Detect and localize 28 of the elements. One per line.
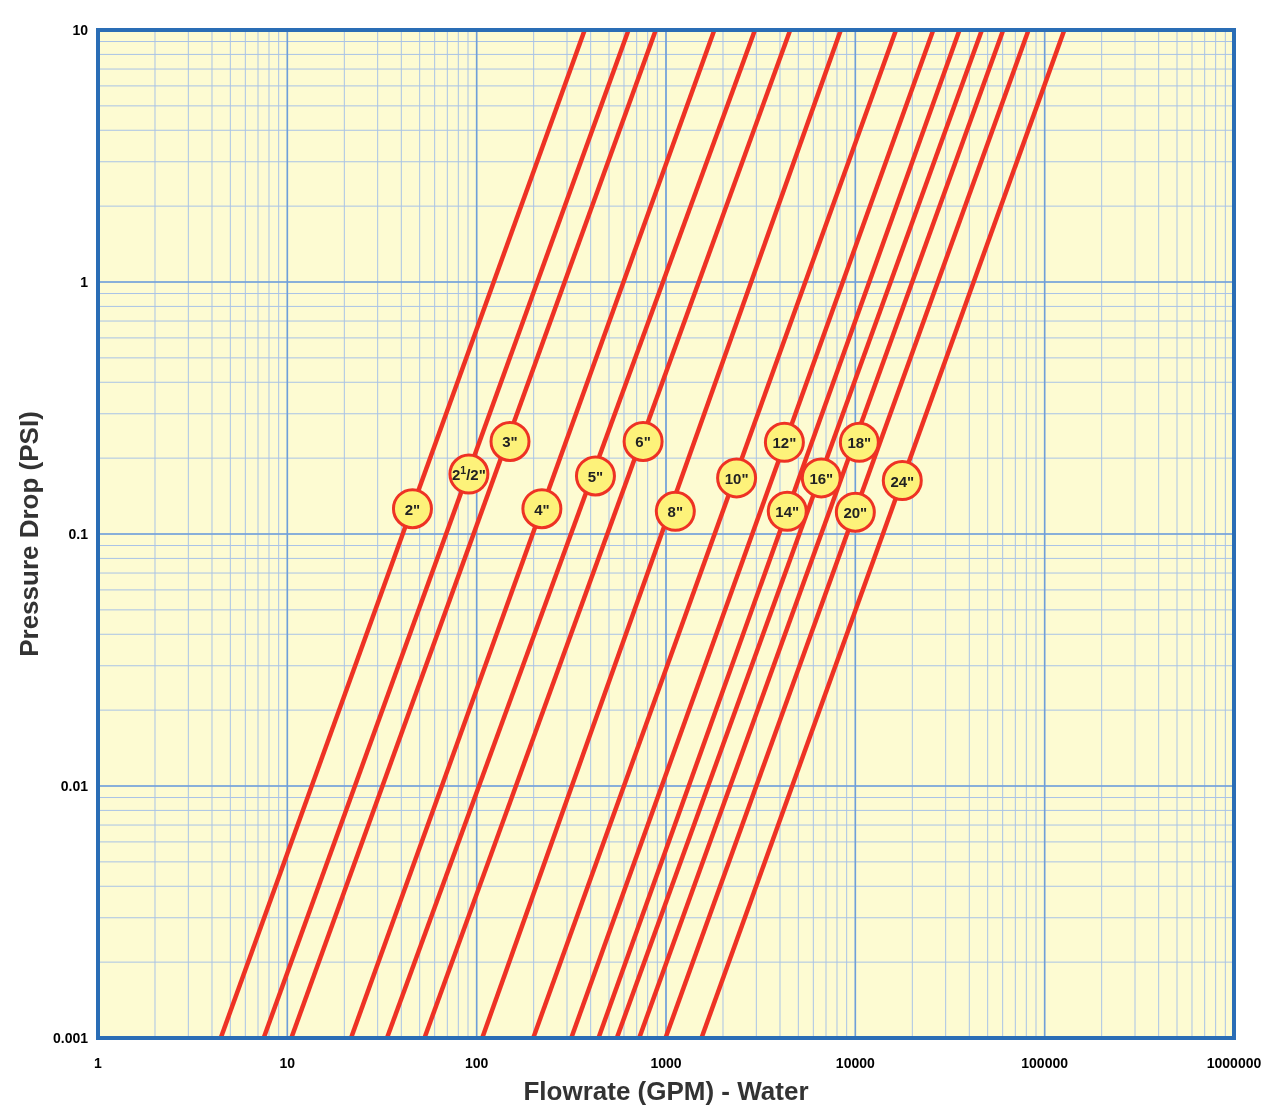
y-tick-label: 10 [72, 22, 89, 38]
x-tick-label: 1000000 [1206, 1055, 1262, 1071]
annotation: 12" [772, 434, 797, 452]
annotation: 14" [775, 503, 800, 521]
annotation: 18" [847, 434, 872, 452]
annotation: 8" [667, 503, 684, 521]
annotation: 3" [502, 433, 518, 451]
annotation: 2$^{1}$/2" [452, 464, 486, 484]
y-tick-label: 0.001 [52, 1030, 89, 1046]
annotation: 4" [534, 500, 550, 518]
annotation: 5" [587, 467, 604, 485]
x-tick-label: 1000 [650, 1055, 682, 1071]
y-tick-label: 1 [80, 274, 89, 290]
y-tick-label: 0.01 [60, 778, 89, 794]
annotation: 10" [724, 469, 749, 487]
annotation: 16" [809, 469, 834, 487]
y-tick-label: 0.1 [68, 526, 89, 542]
annotation: 6" [635, 433, 651, 451]
annotation: 2" [404, 500, 421, 518]
annotation: 20" [843, 504, 868, 522]
x-tick-label: 10000 [835, 1055, 876, 1071]
x-tick-label: 1 [94, 1055, 103, 1071]
x-tick-label: 100 [464, 1055, 489, 1071]
x-tick-label: 100000 [1021, 1055, 1069, 1071]
x-tick-label: 10 [279, 1055, 296, 1071]
y-axis-title: Pressure Drop (PSI) [14, 411, 44, 657]
annotation: 24" [890, 472, 915, 490]
x-axis-title: Flowrate (GPM) - Water [523, 1076, 809, 1106]
